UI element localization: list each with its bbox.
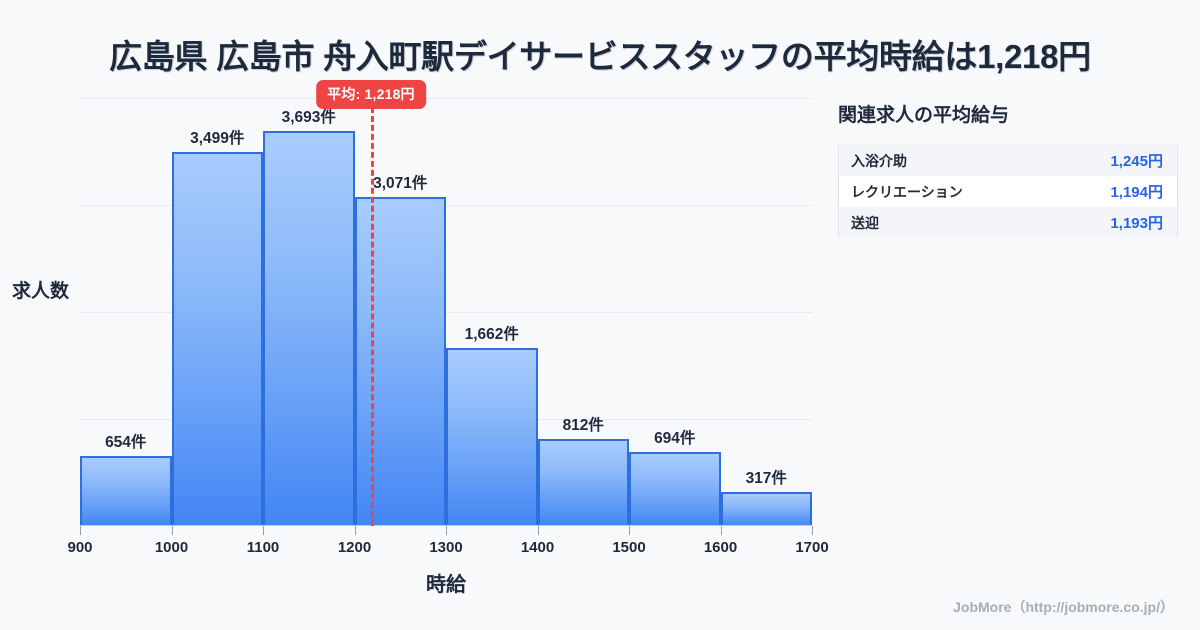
- bar-slot[interactable]: 694件: [629, 98, 721, 526]
- x-tick-mark: [720, 526, 722, 535]
- histogram-bar[interactable]: [354, 197, 446, 526]
- related-salary-table: 入浴介助 1,245円レクリエーション 1,194円送迎 1,193円: [838, 145, 1178, 238]
- x-tick-label: 900: [67, 539, 93, 556]
- x-tick-label: 1100: [246, 539, 280, 556]
- x-axis-line: [80, 525, 812, 526]
- related-salary-panel: 関連求人の平均給与 入浴介助 1,245円レクリエーション 1,194円送迎 1,19…: [838, 100, 1178, 238]
- plot-area: 654件 3,499件 3,693件 3,071件 1,662件 812件 694件 317件…: [67, 98, 829, 556]
- x-tick-label: 1700: [795, 539, 829, 556]
- histogram-bar[interactable]: [720, 492, 812, 526]
- related-job-value: 1,194円: [1110, 184, 1163, 201]
- y-axis-title: 求人数: [12, 281, 70, 302]
- x-tick-label: 1300: [429, 539, 463, 556]
- bar-value-label: 3,693件: [281, 108, 336, 126]
- bar-slot[interactable]: 3,071件: [354, 98, 446, 526]
- bar-value-label: 654件: [105, 434, 147, 452]
- histogram-bar[interactable]: [80, 456, 172, 526]
- x-tick-mark: [629, 526, 630, 535]
- related-job-label: 入浴介助: [851, 152, 907, 169]
- gridline: [80, 98, 812, 99]
- histogram-bar[interactable]: [263, 130, 355, 526]
- footer-credit: JobMore（http://jobmore.co.jp/）: [953, 599, 1174, 615]
- bar-slot[interactable]: 1,662件: [446, 98, 538, 526]
- table-row[interactable]: 入浴介助 1,245円: [839, 145, 1177, 176]
- x-tick-mark: [812, 526, 813, 535]
- bar-slot[interactable]: 3,693件: [263, 98, 355, 526]
- bar-slot[interactable]: 654件: [80, 98, 172, 526]
- related-job-label: レクリエーション: [851, 183, 963, 200]
- bar-value-label: 694件: [654, 429, 696, 447]
- x-tick-mark: [354, 526, 356, 535]
- related-job-value: 1,245円: [1110, 153, 1163, 170]
- x-tick-label: 1000: [154, 539, 189, 556]
- histogram-bar[interactable]: [446, 348, 538, 526]
- bar-value-label: 1,662件: [464, 326, 519, 344]
- related-salary-heading: 関連求人の平均給与: [838, 105, 1010, 126]
- histogram-chart: 求人数 654件 3,499件 3,693件 3,071件 1,662件 812件 694件…: [0, 80, 830, 600]
- x-tick-label: 1500: [612, 539, 646, 556]
- x-tick-mark: [80, 526, 81, 535]
- x-tick-label: 1200: [337, 539, 372, 556]
- x-tick-mark: [263, 526, 264, 535]
- related-job-label: 送迎: [851, 214, 879, 231]
- table-row[interactable]: レクリエーション 1,194円: [839, 176, 1177, 207]
- gridline: [80, 312, 812, 313]
- x-tick-mark: [171, 526, 173, 535]
- bar-value-label: 317件: [745, 470, 787, 488]
- histogram-bar[interactable]: [171, 151, 263, 526]
- bar-slot[interactable]: 3,499件: [171, 98, 263, 526]
- bar-slot[interactable]: 812件: [537, 98, 629, 526]
- bar-series: 654件 3,499件 3,693件 3,071件 1,662件 812件 694件 317件: [80, 98, 812, 526]
- histogram-bar[interactable]: [629, 451, 721, 526]
- histogram-bar[interactable]: [537, 439, 629, 526]
- page-title: 広島県 広島市 舟入町駅デイサービススタッフの平均時給は1,218円: [109, 38, 1091, 75]
- x-axis-title: 時給: [426, 574, 466, 596]
- gridline: [80, 205, 812, 206]
- x-tick-label: 1600: [703, 539, 738, 556]
- bar-value-label: 3,499件: [190, 129, 245, 147]
- x-tick-mark: [446, 526, 447, 535]
- bar-value-label: 812件: [562, 417, 604, 435]
- table-row[interactable]: 送迎 1,193円: [839, 207, 1177, 238]
- average-line: [370, 98, 374, 526]
- related-job-value: 1,193円: [1110, 215, 1163, 232]
- bar-value-label: 3,071件: [373, 175, 428, 193]
- x-tick-label: 1400: [520, 539, 555, 556]
- average-badge: 平均: 1,218円: [316, 80, 426, 109]
- x-tick-mark: [537, 526, 539, 535]
- bar-slot[interactable]: 317件: [720, 98, 812, 526]
